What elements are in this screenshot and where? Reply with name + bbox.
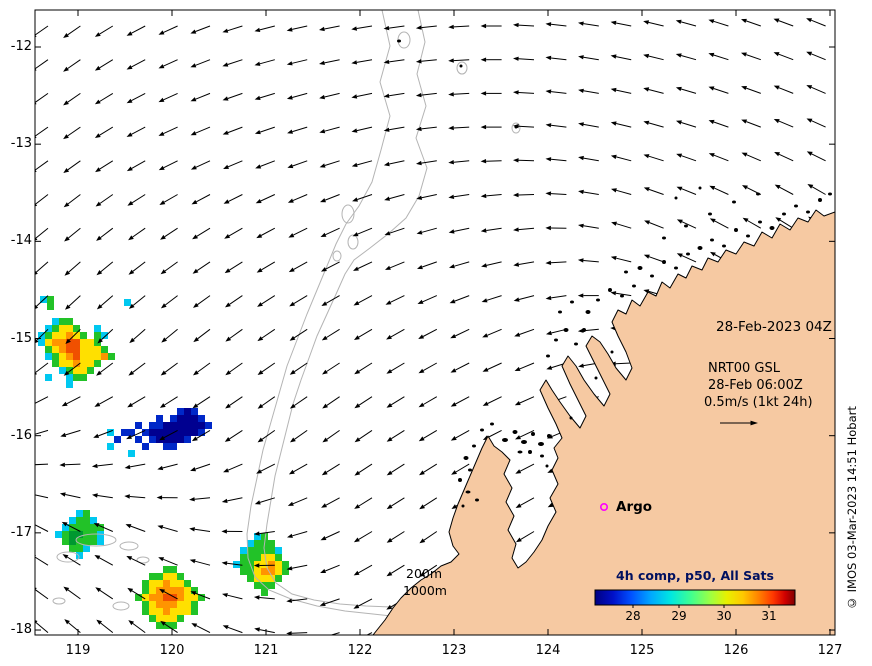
bathymetry-contours — [52, 10, 521, 633]
sst-pixel-patches — [38, 296, 289, 629]
axis-ticks — [35, 10, 835, 635]
x-axis-tick-label: 119 — [65, 643, 91, 658]
land-mass — [372, 209, 835, 635]
colorbar-tick-label: 29 — [671, 609, 687, 623]
argo-label: Argo — [616, 499, 653, 515]
y-axis-tick-label: -12 — [10, 39, 32, 54]
colorbar-tick-label: 30 — [716, 609, 732, 623]
model-name-label: NRT00 GSL — [708, 361, 780, 376]
x-axis-tick-label: 127 — [817, 643, 843, 658]
x-axis-tick-label: 124 — [535, 643, 561, 658]
y-axis-tick-label: -13 — [10, 136, 32, 152]
x-axis-tick-label: 120 — [159, 643, 185, 658]
map-frame — [34, 9, 836, 636]
copyright-credit: © IMOS 03-Mar-2023 14:51 Hobart — [845, 406, 859, 610]
x-axis-tick-label: 126 — [723, 643, 749, 658]
x-axis-tick-label: 123 — [441, 643, 467, 658]
velocity-scale-label: 0.5m/s (1kt 24h) — [704, 395, 813, 410]
model-time-label: 28-Feb 06:00Z — [708, 378, 803, 393]
velocity-reference-arrow — [720, 420, 758, 426]
depth-contour-200m-label: 200m — [406, 566, 443, 581]
y-axis-tick-label: -15 — [10, 330, 32, 346]
y-axis-tick-label: -18 — [10, 622, 32, 638]
islands — [397, 39, 832, 508]
x-axis-tick-label: 122 — [347, 643, 373, 658]
sst-colorbar — [594, 589, 796, 608]
x-axis-tick-label: 125 — [629, 643, 655, 658]
y-axis-tick-label: -14 — [10, 233, 32, 249]
y-axis-tick-label: -17 — [10, 524, 32, 540]
colorbar-title: 4h comp, p50, All Sats — [616, 568, 774, 583]
y-axis-tick-label: -16 — [10, 427, 32, 443]
colorbar-tick-label: 31 — [761, 609, 777, 623]
argo-float-marker — [599, 502, 608, 511]
x-axis-tick-label: 121 — [253, 643, 279, 658]
map-datetime-label: 28-Feb-2023 04Z — [716, 319, 832, 335]
colorbar-tick-label: 28 — [625, 609, 641, 623]
depth-contour-1000m-label: 1000m — [403, 583, 447, 598]
